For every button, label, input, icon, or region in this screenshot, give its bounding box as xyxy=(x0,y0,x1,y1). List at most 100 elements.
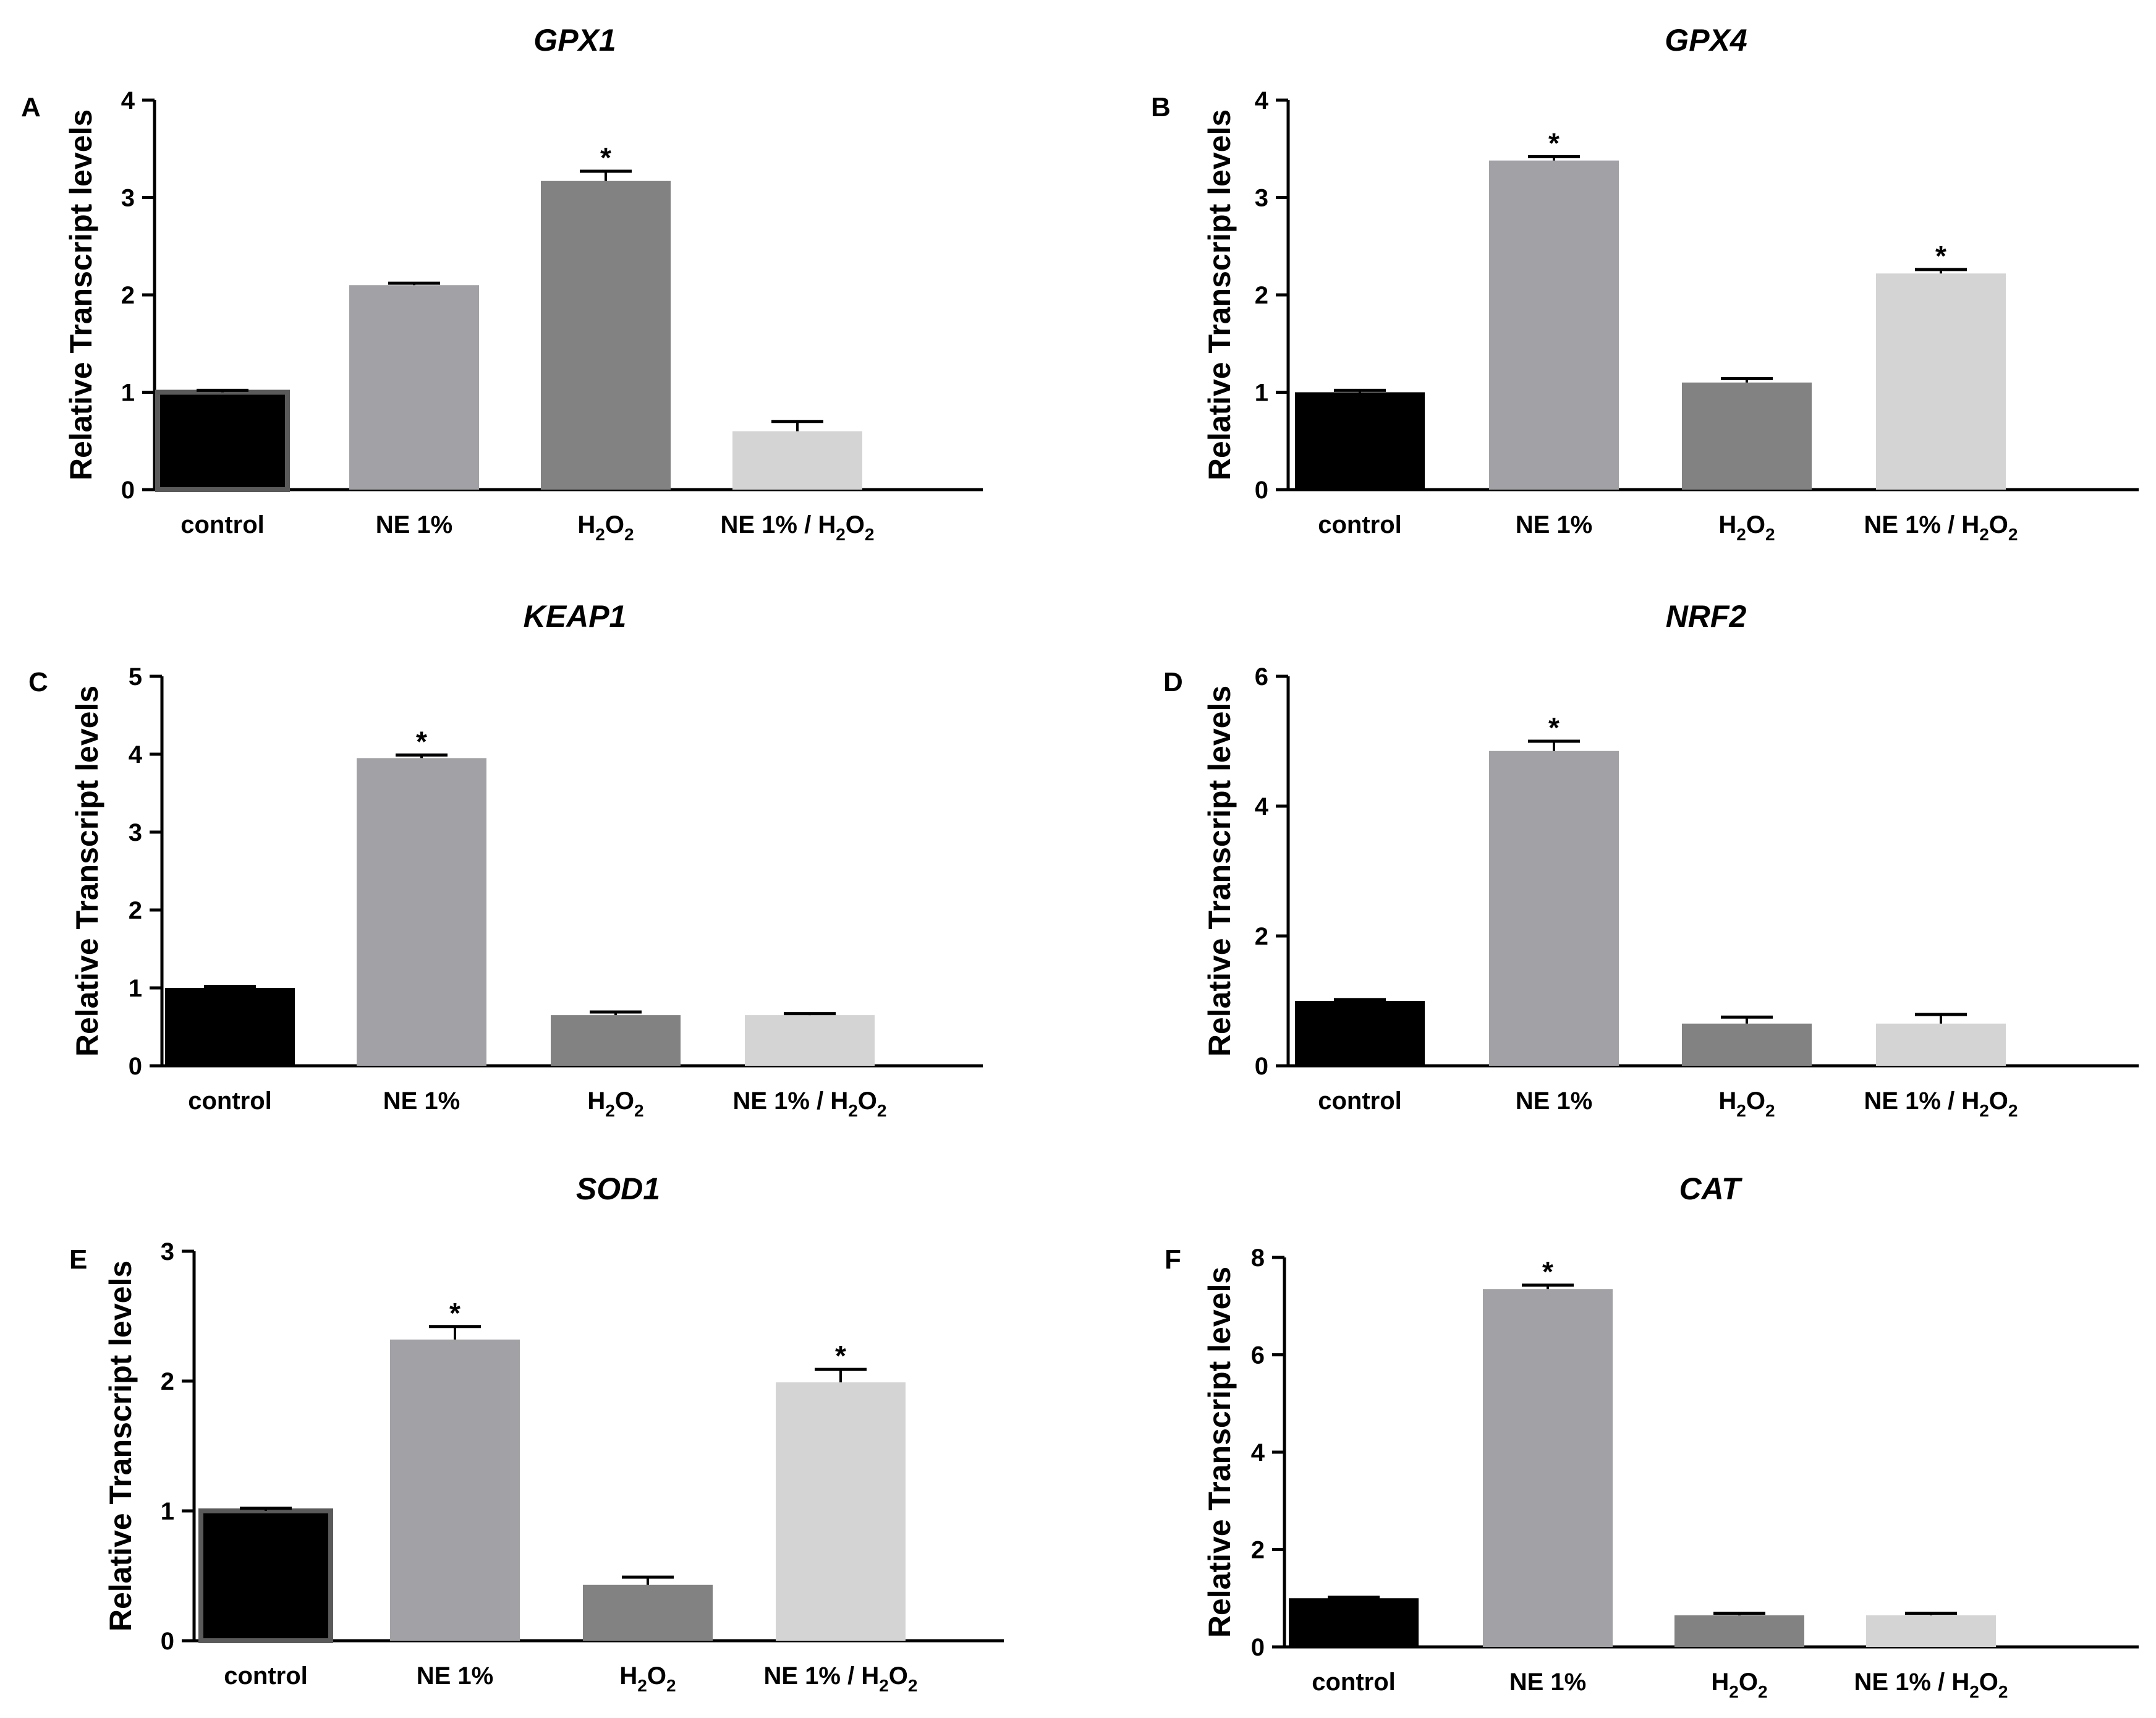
x-category-label: NE 1% / H2O2 xyxy=(732,1087,886,1120)
y-tick-label: 0 xyxy=(121,477,135,504)
x-category-label-h: H xyxy=(830,1087,848,1115)
bar xyxy=(745,1015,875,1066)
x-category-label: H2O2 xyxy=(619,1662,676,1695)
x-category-label: NE 1% xyxy=(383,1087,460,1115)
x-category-label-o: O xyxy=(615,1087,634,1115)
chart-title: SOD1 xyxy=(576,1172,660,1206)
panel-letter: C xyxy=(28,667,48,697)
significance-marker: * xyxy=(1548,712,1560,744)
y-axis-label: Relative Transcript levels xyxy=(103,1261,138,1631)
x-category-label-o: O xyxy=(1989,1087,2008,1115)
panel-letter: E xyxy=(69,1244,87,1275)
chart-panel-b: GPX4 B Relative Transcript levels 0 1 2 3 4 cont… xyxy=(1151,23,2139,544)
x-category-label-part: NE 1% / xyxy=(1854,1669,1951,1696)
x-category-label: NE 1% xyxy=(1516,1087,1593,1115)
x-category-label-sub: 2 xyxy=(1736,525,1746,544)
x-category-label-part: control xyxy=(1318,511,1402,538)
x-category-label: NE 1% xyxy=(1509,1669,1587,1696)
bar xyxy=(732,431,862,490)
y-tick-label: 0 xyxy=(129,1053,142,1080)
bar xyxy=(357,758,486,1066)
x-category-label-o: O xyxy=(889,1662,908,1690)
x-category-label-sub: 2 xyxy=(908,1676,918,1695)
x-category-label-part: NE 1% / xyxy=(763,1662,861,1690)
y-axis-label: Relative Transcript levels xyxy=(70,686,104,1057)
panel-letter: D xyxy=(1163,667,1183,697)
x-category-label: NE 1% xyxy=(417,1662,494,1690)
bar xyxy=(541,181,671,490)
x-category-label: control xyxy=(180,511,265,538)
x-category-label-sub: 2 xyxy=(1736,1101,1746,1120)
x-category-label-h: H xyxy=(1711,1669,1729,1696)
bar xyxy=(1489,751,1619,1066)
x-category-label-sub: 2 xyxy=(1765,1101,1775,1120)
x-category-label-sub: 2 xyxy=(1979,1101,1989,1120)
y-tick-label: 2 xyxy=(1255,923,1268,950)
x-category-label: NE 1% xyxy=(1516,511,1593,538)
y-tick-label: 3 xyxy=(129,819,142,846)
chart-title: NRF2 xyxy=(1666,599,1747,634)
y-tick-label: 2 xyxy=(161,1368,174,1395)
y-tick-label: 1 xyxy=(129,975,142,1002)
y-tick-label: 6 xyxy=(1255,663,1268,691)
x-category-label-o: O xyxy=(1746,511,1765,538)
x-category-label: H2O2 xyxy=(1718,1087,1775,1120)
x-category-label-part: control xyxy=(224,1662,308,1690)
x-category-label-sub: 2 xyxy=(865,525,875,544)
chart-title: KEAP1 xyxy=(524,599,627,634)
x-category-label: NE 1% / H2O2 xyxy=(1854,1669,2008,1701)
x-category-label: H2O2 xyxy=(587,1087,643,1120)
x-category-label: control xyxy=(224,1662,308,1690)
x-category-label: NE 1% / H2O2 xyxy=(720,511,874,544)
y-tick-label: 8 xyxy=(1251,1244,1265,1272)
x-category-label-h: H xyxy=(619,1662,637,1690)
x-category-label-part: control xyxy=(1312,1669,1396,1696)
bar xyxy=(155,389,290,492)
y-tick-label: 5 xyxy=(129,663,142,691)
x-category-label-h: H xyxy=(1961,511,1979,538)
chart-panel-d: NRF2 D Relative Transcript levels 0 2 4 6 contr… xyxy=(1163,599,2139,1120)
x-category-label: NE 1% / H2O2 xyxy=(763,1662,917,1695)
x-category-label-part: NE 1% / xyxy=(1864,1087,1961,1115)
x-category-label-part: control xyxy=(180,511,265,538)
x-category-label: NE 1% / H2O2 xyxy=(1864,1087,2018,1120)
y-tick-label: 0 xyxy=(1255,1053,1268,1080)
bar xyxy=(1489,160,1619,490)
x-category-label-sub: 2 xyxy=(637,1676,647,1695)
bar xyxy=(1295,1001,1425,1066)
x-category-label-sub: 2 xyxy=(605,1101,615,1120)
chart-title: GPX1 xyxy=(533,23,616,57)
significance-marker: * xyxy=(600,142,611,174)
bar xyxy=(349,285,479,490)
bar xyxy=(1682,382,1812,490)
x-category-label-sub: 2 xyxy=(1765,525,1775,544)
x-category-label-part: NE 1% / xyxy=(720,511,818,538)
panel-letter: A xyxy=(21,92,41,122)
significance-marker: * xyxy=(449,1297,460,1329)
x-category-label-o: O xyxy=(1739,1669,1758,1696)
y-tick-label: 2 xyxy=(1251,1537,1265,1564)
bar xyxy=(551,1015,681,1066)
y-axis-label: Relative Transcript levels xyxy=(64,109,98,480)
y-tick-label: 2 xyxy=(129,897,142,924)
y-axis-label: Relative Transcript levels xyxy=(1202,1267,1237,1638)
x-category-label-o: O xyxy=(1979,1669,1998,1696)
chart-panel-c: KEAP1 C Relative Transcript levels 0 1 2 3 4 5 co… xyxy=(28,599,983,1120)
x-category-label-sub: 2 xyxy=(624,525,634,544)
x-category-label-sub: 2 xyxy=(2008,1101,2018,1120)
x-category-label: NE 1% / H2O2 xyxy=(1864,511,2018,544)
x-category-label: control xyxy=(188,1087,272,1115)
bar xyxy=(1674,1615,1804,1647)
x-category-label-sub: 2 xyxy=(1758,1682,1768,1701)
y-tick-label: 4 xyxy=(1255,87,1269,114)
y-axis-label: Relative Transcript levels xyxy=(1202,109,1237,480)
x-category-label-o: O xyxy=(1989,511,2008,538)
bar xyxy=(1866,1615,1996,1647)
x-category-label: H2O2 xyxy=(1718,511,1775,544)
x-category-label-sub: 2 xyxy=(1979,525,1989,544)
x-category-label-h: H xyxy=(861,1662,879,1690)
chart-title: GPX4 xyxy=(1665,23,1747,57)
y-tick-label: 1 xyxy=(1255,380,1268,407)
x-category-label-h: H xyxy=(1951,1669,1969,1696)
